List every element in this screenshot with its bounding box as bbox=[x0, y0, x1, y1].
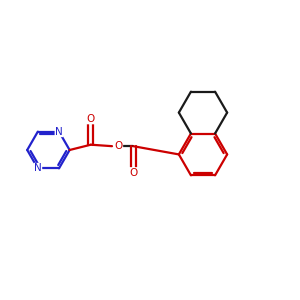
Text: N: N bbox=[34, 164, 42, 173]
Text: O: O bbox=[87, 114, 95, 124]
Text: O: O bbox=[114, 141, 123, 151]
Text: O: O bbox=[129, 168, 137, 178]
Text: N: N bbox=[55, 127, 63, 136]
